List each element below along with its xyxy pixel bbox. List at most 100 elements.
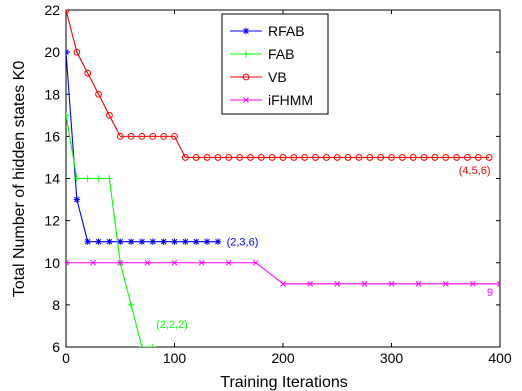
legend-label: iFHMM [268, 92, 313, 108]
x-tick-label: 300 [380, 350, 404, 366]
data-point [344, 154, 352, 161]
data-point [182, 238, 189, 245]
legend-item-vb: VB [230, 69, 287, 85]
data-point [149, 238, 156, 245]
data-point [160, 238, 167, 245]
data-point [333, 154, 341, 161]
data-point [398, 154, 406, 161]
y-tick-label: 18 [44, 86, 60, 102]
data-point [355, 154, 363, 161]
data-point [73, 48, 81, 56]
data-point [90, 259, 97, 266]
data-point [181, 154, 189, 161]
data-point [377, 154, 385, 161]
data-point [192, 154, 200, 161]
data-point [106, 111, 113, 119]
data-point [388, 154, 395, 161]
y-tick-label: 12 [44, 213, 60, 229]
data-point [464, 154, 471, 161]
data-point [84, 238, 91, 245]
series-ifhmm [66, 259, 500, 287]
data-point [127, 238, 135, 245]
data-point [497, 280, 500, 287]
data-point [242, 27, 250, 35]
data-point [117, 238, 124, 245]
data-point [243, 97, 249, 103]
data-point [95, 175, 102, 182]
data-point [290, 154, 298, 161]
data-point [242, 73, 250, 81]
series-line [66, 10, 490, 158]
data-point [127, 132, 135, 140]
data-point [84, 175, 91, 182]
data-point [247, 154, 254, 161]
x-tick-label: 200 [271, 350, 295, 366]
series-vb [66, 10, 493, 161]
data-point [225, 259, 232, 266]
legend-label: FAB [268, 46, 294, 62]
data-point [485, 154, 493, 161]
data-point [214, 238, 222, 245]
legend-item-rfab: RFAB [230, 23, 305, 39]
y-tick-label: 20 [44, 44, 60, 60]
data-point [366, 154, 374, 161]
x-tick-label: 100 [163, 350, 187, 366]
data-point [431, 154, 439, 161]
data-point [469, 280, 476, 287]
data-point [203, 154, 211, 161]
x-tick-label: 400 [488, 350, 512, 366]
data-point [171, 132, 178, 140]
data-point [66, 259, 69, 266]
data-point [252, 259, 259, 266]
data-point [160, 132, 168, 140]
data-point [171, 238, 178, 245]
data-point [66, 112, 70, 119]
data-point [117, 259, 124, 266]
series-rfab [66, 48, 222, 245]
x-tick-label: 0 [62, 350, 70, 366]
legend-item-fab: FAB [230, 46, 294, 62]
data-point [193, 238, 200, 245]
series-fab [66, 112, 156, 347]
data-point [116, 132, 124, 140]
data-point [442, 280, 449, 287]
y-tick-label: 10 [44, 255, 60, 271]
data-point [236, 154, 244, 161]
data-point [138, 132, 146, 140]
data-point [415, 280, 422, 287]
data-point [138, 343, 146, 347]
y-tick-label: 22 [44, 2, 60, 18]
data-point [73, 175, 81, 182]
data-point [171, 259, 178, 266]
data-point [95, 90, 102, 98]
data-point [301, 154, 309, 161]
data-point [73, 196, 81, 203]
data-point [225, 154, 233, 161]
data-point [242, 50, 250, 58]
data-point [214, 154, 222, 161]
data-point [149, 132, 157, 140]
data-point [442, 154, 450, 161]
data-point [66, 48, 70, 56]
y-tick-label: 14 [44, 171, 60, 187]
data-annotation: 9 [487, 287, 493, 299]
y-tick-label: 8 [52, 297, 60, 313]
data-point [127, 301, 135, 309]
data-point [307, 280, 314, 287]
data-point [279, 154, 287, 161]
y-tick-label: 6 [52, 339, 60, 355]
data-point [323, 154, 330, 161]
data-point [149, 343, 156, 347]
data-point [203, 238, 211, 245]
data-point [312, 154, 319, 161]
data-point [453, 154, 461, 161]
legend-item-ifhmm: iFHMM [230, 92, 313, 108]
data-point [334, 280, 341, 287]
data-annotation: (2,2,2) [156, 319, 188, 331]
data-point [106, 238, 113, 245]
data-point [280, 280, 286, 287]
data-point [409, 154, 417, 161]
data-point [198, 259, 205, 266]
data-point [474, 154, 482, 161]
